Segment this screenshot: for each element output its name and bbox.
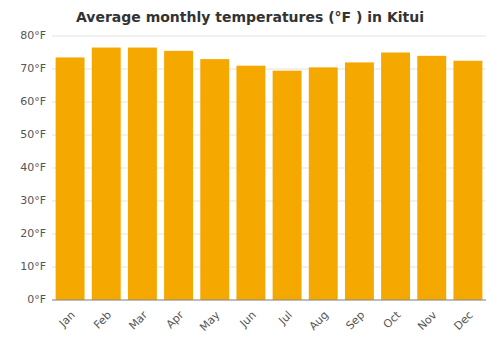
- chart-svg: 0°F 10°F 20°F 30°F 40°F 50°F 60°F 70°F 80°F Jan Fe…: [0, 0, 500, 350]
- y-tick-label: 20°F: [20, 227, 46, 240]
- bar: [309, 67, 338, 300]
- bar: [128, 48, 157, 300]
- x-axis-line: [52, 300, 486, 301]
- y-axis: 0°F 10°F 20°F 30°F 40°F 50°F 60°F 70°F 80°F: [20, 29, 46, 306]
- bar: [381, 53, 410, 301]
- chart-title: Average monthly temperatures (°F ) in Ki…: [76, 9, 424, 25]
- chart-container: 0°F 10°F 20°F 30°F 40°F 50°F 60°F 70°F 80°F Jan Fe…: [0, 0, 500, 350]
- bar: [273, 71, 302, 300]
- y-tick-label: 30°F: [20, 194, 46, 207]
- y-tick-label: 10°F: [20, 260, 46, 273]
- grid-line: [52, 36, 486, 37]
- x-tick-label: Sep: [343, 309, 367, 333]
- bars: [56, 48, 483, 300]
- x-tick-label: Oct: [381, 308, 404, 331]
- x-tick-label: Nov: [415, 308, 440, 333]
- grid: [52, 36, 486, 300]
- bar: [200, 59, 229, 300]
- y-tick-label: 60°F: [20, 95, 46, 108]
- x-axis: Jan Feb Mar Apr May Jun Jul Aug Sep Oct Nov Dec: [52, 300, 486, 334]
- bar: [236, 66, 265, 300]
- x-tick-label: Jan: [56, 309, 78, 331]
- bar: [417, 56, 446, 300]
- y-tick-label: 40°F: [20, 161, 46, 174]
- y-tick-label: 50°F: [20, 128, 46, 141]
- x-tick-label: Aug: [307, 309, 331, 333]
- x-tick-label: Feb: [91, 309, 114, 332]
- bar: [453, 61, 482, 300]
- y-tick-label: 0°F: [27, 293, 46, 306]
- x-tick-label: Jul: [276, 309, 295, 328]
- grid-line: [52, 300, 486, 301]
- y-tick-label: 70°F: [20, 62, 46, 75]
- x-tick-label: Mar: [126, 308, 150, 332]
- bar: [345, 62, 374, 300]
- x-tick-label: Apr: [164, 308, 187, 331]
- y-tick-label: 80°F: [20, 29, 46, 42]
- x-tick-label: Dec: [451, 309, 475, 333]
- bar: [164, 51, 193, 300]
- x-tick-label: May: [197, 308, 223, 334]
- x-tick-label: Jun: [237, 309, 259, 331]
- bar: [92, 48, 121, 300]
- bar: [56, 57, 85, 300]
